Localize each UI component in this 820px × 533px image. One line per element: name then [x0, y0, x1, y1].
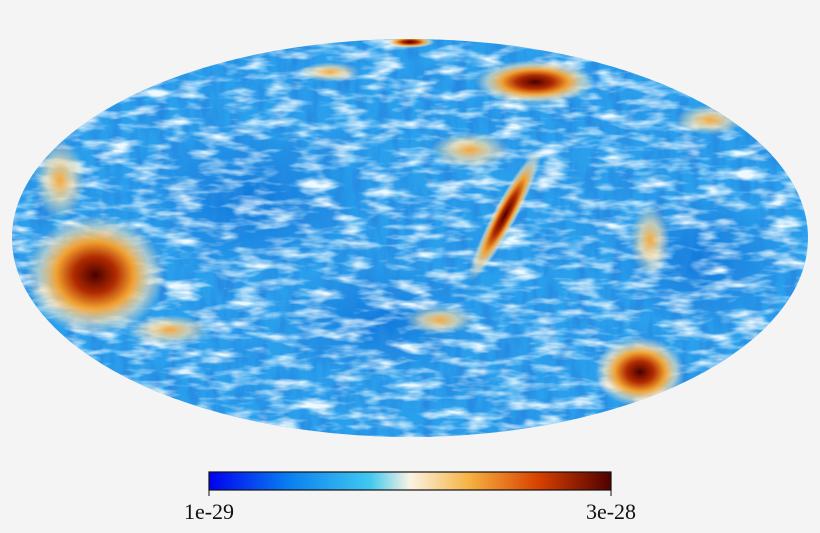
- colorbar-min-label: 1e-29: [184, 499, 234, 524]
- colorbar: [208, 471, 612, 491]
- colorbar-max-label: 3e-28: [586, 499, 636, 524]
- mollweide-map: [12, 39, 808, 437]
